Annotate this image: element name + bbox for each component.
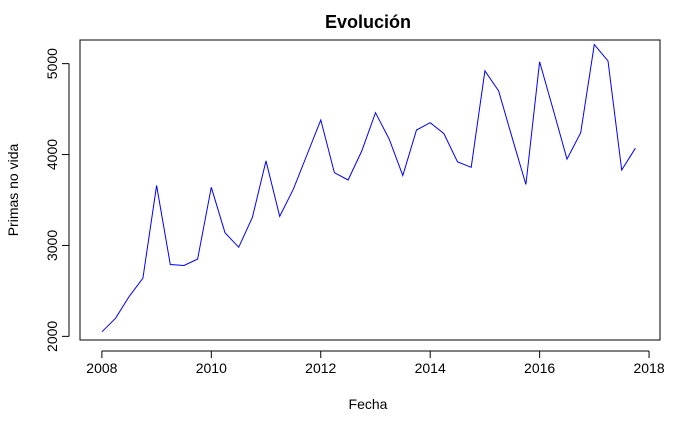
x-tick-label: 2010: [196, 360, 227, 376]
y-tick-label: 2000: [44, 321, 60, 352]
x-tick-label: 2018: [633, 360, 664, 376]
x-tick-label: 2008: [86, 360, 117, 376]
series-line: [102, 45, 636, 332]
series-points: [102, 45, 636, 332]
y-axis: 2000 3000 4000 5000: [44, 48, 69, 352]
y-axis-label: Primas no vida: [5, 143, 21, 236]
y-tick-label: 5000: [44, 48, 60, 79]
chart-title: Evolución: [325, 12, 411, 32]
plot-frame: [80, 40, 660, 340]
y-tick-label: 4000: [44, 139, 60, 170]
x-tick-label: 2014: [415, 360, 446, 376]
x-tick-label: 2012: [305, 360, 336, 376]
x-tick-label: 2016: [524, 360, 555, 376]
x-axis: 2008 2010 2012 2014 2016 2018: [86, 351, 665, 376]
x-axis-label: Fecha: [349, 396, 388, 412]
y-tick-label: 3000: [44, 230, 60, 261]
